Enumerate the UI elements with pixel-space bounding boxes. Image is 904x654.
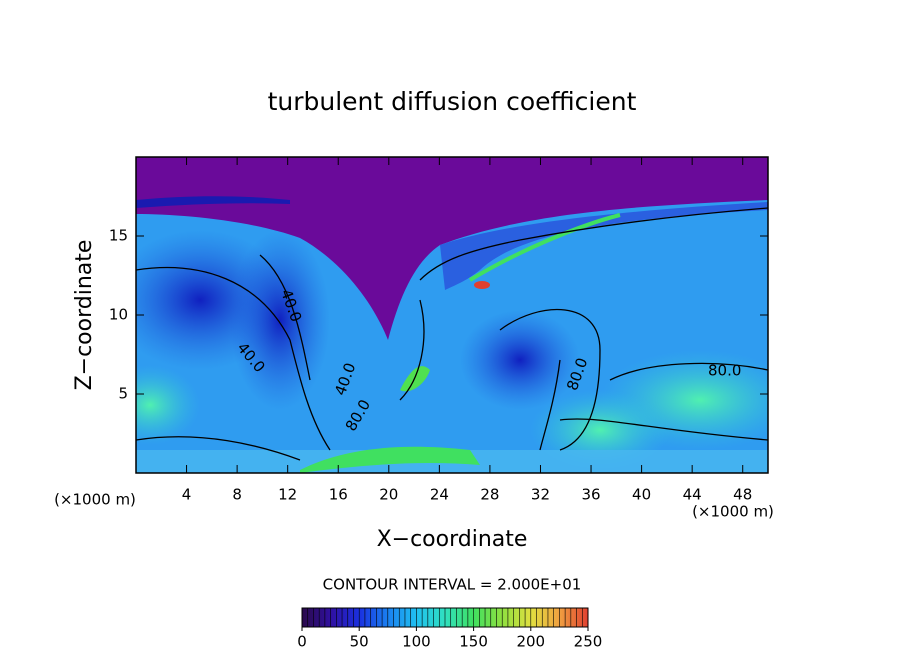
colorbar-tick-label: 250: [574, 633, 603, 651]
x-tick-label: 36: [581, 486, 600, 504]
y-tick-label: 15: [109, 227, 128, 245]
y-tick-label: 10: [109, 306, 128, 324]
x-tick-label: 12: [278, 486, 297, 504]
x-tick-label: 8: [232, 486, 242, 504]
x-unit: (×1000 m): [54, 491, 136, 509]
x-unit: (×1000 m): [692, 503, 774, 521]
x-tick-label: 20: [379, 486, 398, 504]
contour-label: 80.0: [708, 362, 741, 380]
x-tick-label: 32: [531, 486, 550, 504]
colorbar-tick-label: 150: [459, 633, 488, 651]
colorbar-tick-label: 0: [297, 633, 307, 651]
y-tick-label: 5: [118, 385, 128, 403]
contour-field: [136, 157, 768, 473]
x-tick-label: 44: [683, 486, 702, 504]
x-tick-label: 24: [430, 486, 449, 504]
colorbar-tick-label: 200: [516, 633, 545, 651]
x-tick-label: 48: [733, 486, 752, 504]
x-tick-label: 16: [329, 486, 348, 504]
chart-title: turbulent diffusion coefficient: [268, 87, 637, 116]
x-tick-label: 28: [480, 486, 499, 504]
colorbar-tick-label: 100: [402, 633, 431, 651]
colorbar-tick-label: 50: [350, 633, 369, 651]
x-tick-label: 4: [182, 486, 192, 504]
x-tick-label: 40: [632, 486, 651, 504]
y-axis-label: Z−coordinate: [72, 240, 97, 391]
contour-interval: CONTOUR INTERVAL = 2.000E+01: [323, 576, 582, 594]
x-axis-label: X−coordinate: [377, 527, 528, 552]
